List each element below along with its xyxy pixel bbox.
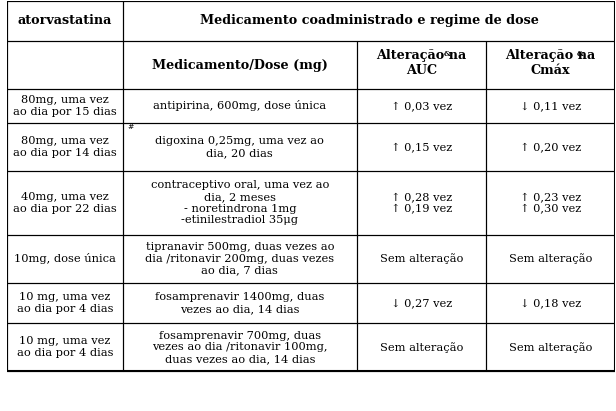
Text: ↓ 0,18 vez: ↓ 0,18 vez <box>520 298 582 308</box>
Bar <box>7 235 123 283</box>
Text: digoxina 0,25mg, uma vez ao
dia, 20 dias: digoxina 0,25mg, uma vez ao dia, 20 dias <box>155 136 324 158</box>
Text: ↑ 0,23 vez
↑ 0,30 vez: ↑ 0,23 vez ↑ 0,30 vez <box>520 192 582 214</box>
Text: ↑ 0,15 vez: ↑ 0,15 vez <box>391 142 452 152</box>
Text: Alteração na
Cmáx: Alteração na Cmáx <box>506 49 596 77</box>
Bar <box>123 1 615 41</box>
Text: &: & <box>577 50 583 58</box>
Bar <box>7 89 123 123</box>
Text: fosamprenavir 700mg, duas
vezes ao dia /ritonavir 100mg,
duas vezes ao dia, 14 d: fosamprenavir 700mg, duas vezes ao dia /… <box>152 330 328 364</box>
Text: 10 mg, uma vez
ao dia por 4 dias: 10 mg, uma vez ao dia por 4 dias <box>17 292 113 314</box>
Text: ↑ 0,28 vez
↑ 0,19 vez: ↑ 0,28 vez ↑ 0,19 vez <box>391 192 452 214</box>
Bar <box>357 323 486 372</box>
Text: ↑ 0,20 vez: ↑ 0,20 vez <box>520 142 582 152</box>
Text: ↓ 0,11 vez: ↓ 0,11 vez <box>520 101 582 111</box>
Bar <box>357 123 486 171</box>
Bar <box>486 89 615 123</box>
Text: 10 mg, uma vez
ao dia por 4 dias: 10 mg, uma vez ao dia por 4 dias <box>17 337 113 358</box>
Bar <box>123 89 357 123</box>
Bar <box>123 171 357 235</box>
Text: #: # <box>128 123 134 131</box>
Text: contraceptivo oral, uma vez ao
dia, 2 meses
- noretindrona 1mg
-etinilestradiol : contraceptivo oral, uma vez ao dia, 2 me… <box>151 180 329 225</box>
Bar <box>486 123 615 171</box>
Text: fosamprenavir 1400mg, duas
vezes ao dia, 14 dias: fosamprenavir 1400mg, duas vezes ao dia,… <box>155 292 325 314</box>
Bar <box>123 283 357 323</box>
Bar <box>486 235 615 283</box>
Text: Sem alteração: Sem alteração <box>380 253 463 264</box>
Bar <box>123 41 357 89</box>
Text: 80mg, uma vez
ao dia por 14 dias: 80mg, uma vez ao dia por 14 dias <box>13 136 117 158</box>
Bar <box>7 41 123 89</box>
Text: 10mg, dose única: 10mg, dose única <box>14 253 116 264</box>
Bar <box>357 41 486 89</box>
Bar <box>123 323 357 372</box>
Bar <box>486 171 615 235</box>
Text: tipranavir 500mg, duas vezes ao
dia /ritonavir 200mg, duas vezes
ao dia, 7 dias: tipranavir 500mg, duas vezes ao dia /rit… <box>145 242 334 275</box>
Text: Alteração na
AUC: Alteração na AUC <box>376 49 466 77</box>
Text: Sem alteração: Sem alteração <box>509 253 593 264</box>
Bar <box>486 323 615 372</box>
Bar <box>357 283 486 323</box>
Text: Sem alteração: Sem alteração <box>380 342 463 353</box>
Bar <box>357 89 486 123</box>
Bar <box>7 123 123 171</box>
Bar <box>7 283 123 323</box>
Bar <box>357 235 486 283</box>
Bar <box>357 171 486 235</box>
Text: antipirina, 600mg, dose única: antipirina, 600mg, dose única <box>153 100 326 111</box>
Text: Medicamento/Dose (mg): Medicamento/Dose (mg) <box>152 58 328 72</box>
Text: atorvastatina: atorvastatina <box>18 14 112 27</box>
Bar <box>7 1 123 41</box>
Bar <box>123 235 357 283</box>
Text: Sem alteração: Sem alteração <box>509 342 593 353</box>
Text: Medicamento coadministrado e regime de dose: Medicamento coadministrado e regime de d… <box>200 14 538 27</box>
Text: ↓ 0,27 vez: ↓ 0,27 vez <box>391 298 452 308</box>
Text: &: & <box>444 51 450 58</box>
Text: 40mg, uma vez
ao dia por 22 dias: 40mg, uma vez ao dia por 22 dias <box>13 192 117 214</box>
Bar <box>486 41 615 89</box>
Bar <box>123 123 357 171</box>
Bar <box>7 323 123 372</box>
Bar <box>7 171 123 235</box>
Bar <box>486 283 615 323</box>
Text: ↑ 0,03 vez: ↑ 0,03 vez <box>391 101 452 111</box>
Text: 80mg, uma vez
ao dia por 15 dias: 80mg, uma vez ao dia por 15 dias <box>13 95 117 117</box>
